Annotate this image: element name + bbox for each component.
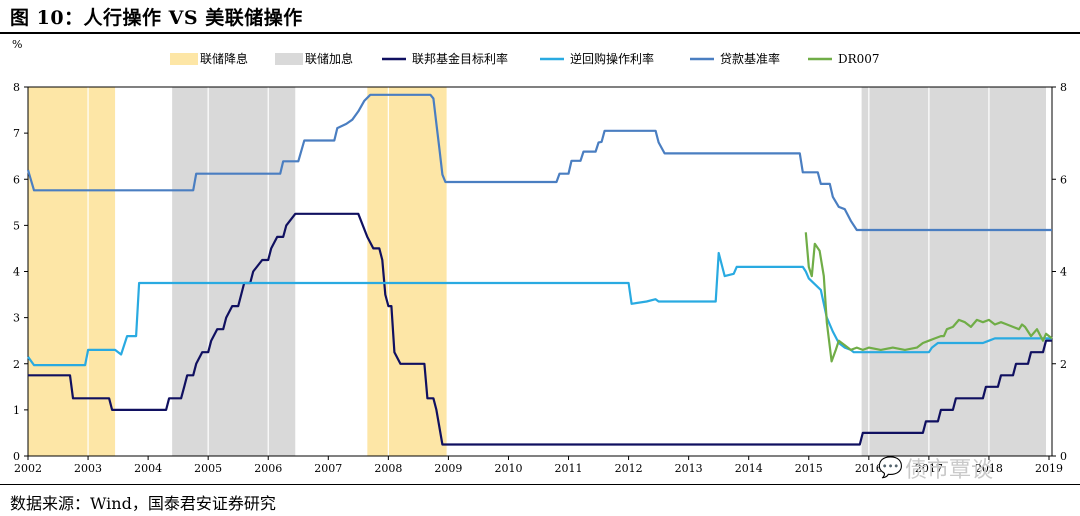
- bands-layer: [28, 87, 1046, 456]
- x-tick-label: 2008: [374, 462, 402, 475]
- x-tick-label: 2003: [74, 462, 102, 475]
- y-tick-label: 7: [13, 127, 20, 140]
- x-tick-label: 2010: [494, 462, 522, 475]
- axes-layer: 0 1 2 3 4 5 6 7 8 0 2 4 6 8 2002 2003 2004 2005 2006 2007 20…: [12, 38, 1067, 475]
- y-tick-label: 5: [13, 219, 20, 232]
- chart-legend: 联储降息 联储加息 联邦基金目标利率 逆回购操作利率 贷款基准率 DR007: [170, 51, 880, 66]
- series-layer: [26, 93, 1053, 446]
- series-line-0: [28, 212, 1052, 446]
- y-tick-label: 3: [13, 312, 20, 325]
- x-tick-label: 2013: [675, 462, 703, 475]
- x-tick-label: 2018: [975, 462, 1003, 475]
- x-tick-label: 2012: [615, 462, 643, 475]
- x-tick-label: 2007: [314, 462, 342, 475]
- grid-layer: [87, 87, 1050, 456]
- x-tick-label: 2005: [194, 462, 222, 475]
- x-tick-label: 2016: [855, 462, 883, 475]
- x-tick-label: 2014: [735, 462, 763, 475]
- source-note: 数据来源：Wind，国泰君安证券研究: [10, 494, 276, 513]
- y-tick-label: 8: [13, 81, 20, 94]
- band-cut-0: [28, 87, 116, 456]
- legend-label-1: 联储加息: [305, 51, 353, 66]
- footer-divider: [0, 484, 1080, 485]
- legend-label-0: 联储降息: [200, 51, 248, 66]
- y2-tick-label: 2: [1060, 358, 1067, 371]
- watermark: 债市覃谈: [905, 458, 994, 483]
- x-tick-label: 2019: [1035, 462, 1063, 475]
- legend-label-2: 联邦基金目标利率: [412, 51, 508, 66]
- y2-tick-label: 6: [1060, 173, 1067, 186]
- x-tick-label: 2004: [134, 462, 162, 475]
- page-title: 图 10：人行操作 VS 美联储操作: [10, 7, 303, 29]
- rate-chart: 0 1 2 3 4 5 6 7 8 0 2 4 6 8 2002 2003 2004 2005 2006 2007 20…: [12, 38, 1067, 475]
- x-tick-label: 2006: [254, 462, 282, 475]
- x-tick-label: 2015: [795, 462, 823, 475]
- series-line-3: [804, 232, 1053, 363]
- y-tick-label: 0: [13, 450, 20, 463]
- series-line-1: [27, 251, 1052, 367]
- legend-swatch-1: [275, 53, 303, 65]
- legend-swatch-0: [170, 53, 198, 65]
- legend-label-4: 贷款基准率: [720, 51, 780, 66]
- y-tick-label: 4: [13, 266, 20, 279]
- y-tick-label: 6: [13, 173, 20, 186]
- y-unit-label: %: [12, 38, 22, 51]
- legend-label-3: 逆回购操作利率: [570, 51, 654, 66]
- y-tick-label: 2: [13, 358, 20, 371]
- y-tick-label: 1: [13, 404, 20, 417]
- wechat-icon: 💬: [878, 455, 903, 479]
- x-tick-label: 2011: [555, 462, 583, 475]
- y2-tick-label: 8: [1060, 81, 1067, 94]
- y2-tick-label: 0: [1060, 450, 1067, 463]
- band-hike-0: [172, 87, 296, 456]
- x-tick-label: 2002: [14, 462, 42, 475]
- y2-tick-label: 4: [1060, 266, 1067, 279]
- series-line-2: [26, 93, 1052, 232]
- title-divider: [0, 32, 1080, 34]
- band-cut-1: [367, 87, 447, 456]
- legend-label-5: DR007: [838, 52, 880, 66]
- x-tick-label: 2009: [434, 462, 462, 475]
- band-hike-1: [861, 87, 1046, 456]
- x-tick-label: 2017: [915, 462, 943, 475]
